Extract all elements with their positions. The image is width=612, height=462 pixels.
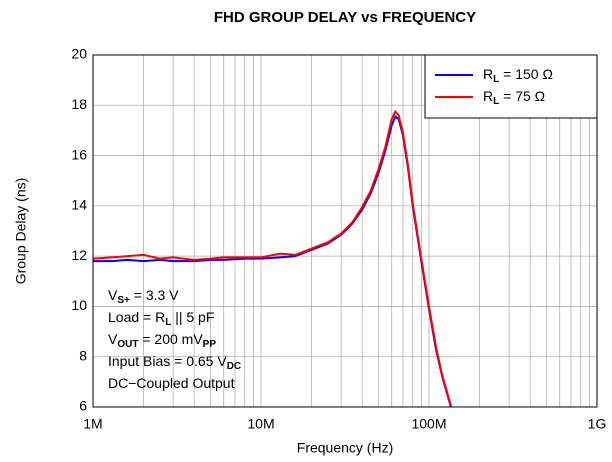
text-part: Input Bias = 0.65 V	[108, 353, 227, 369]
text-part: = 200 mV	[138, 331, 203, 347]
annotation: VS+ = 3.3 V	[108, 287, 179, 306]
x-tick-label: 1G	[588, 416, 607, 432]
y-tick-label: 8	[79, 347, 87, 363]
text-part: = 75 Ω	[499, 88, 545, 104]
y-tick-label: 18	[71, 96, 87, 112]
annotation: VOUT = 200 mVPP	[108, 331, 216, 350]
text-part: = 150 Ω	[499, 66, 553, 82]
plot-frame	[92, 54, 598, 408]
legend-box	[424, 54, 598, 119]
y-tick-label: 20	[71, 46, 87, 62]
plot-lines	[93, 109, 452, 407]
y-tick-label: 6	[79, 398, 87, 414]
y-tick-label: 12	[71, 247, 87, 263]
subscript: S+	[117, 295, 130, 306]
y-axis-label: Group Delay (ns)	[13, 178, 29, 285]
annotation: Load = RL || 5 pF	[108, 309, 214, 328]
text-part: = 3.3 V	[130, 287, 179, 303]
y-tick-label: 14	[71, 197, 87, 213]
series-line	[93, 109, 452, 407]
x-axis-label: Frequency (Hz)	[297, 440, 393, 456]
subscript: L	[493, 74, 499, 85]
subscript: OUT	[117, 339, 138, 350]
legend-label: RL = 150 Ω	[483, 66, 553, 85]
text-part: R	[483, 66, 493, 82]
y-tick-label: 16	[71, 146, 87, 162]
annotation: Input Bias = 0.65 VDC	[108, 353, 241, 372]
subscript: DC	[227, 361, 241, 372]
text-part: || 5 pF	[171, 309, 214, 325]
subscript: L	[165, 317, 171, 328]
annotation: DC−Coupled Output	[108, 375, 235, 391]
text-part: V	[108, 331, 118, 347]
legend-label: RL = 75 Ω	[483, 88, 545, 107]
text-part: Load = R	[108, 309, 165, 325]
x-tick-label: 100M	[411, 416, 446, 432]
text-part: R	[483, 88, 493, 104]
y-tick-label: 10	[71, 297, 87, 313]
subscript: PP	[203, 339, 217, 350]
subscript: L	[493, 96, 499, 107]
x-tick-label: 1M	[83, 416, 102, 432]
text-part: DC−Coupled Output	[108, 375, 235, 391]
x-tick-label: 10M	[247, 416, 274, 432]
chart-title: FHD GROUP DELAY vs FREQUENCY	[214, 9, 476, 26]
text-part: V	[108, 287, 118, 303]
